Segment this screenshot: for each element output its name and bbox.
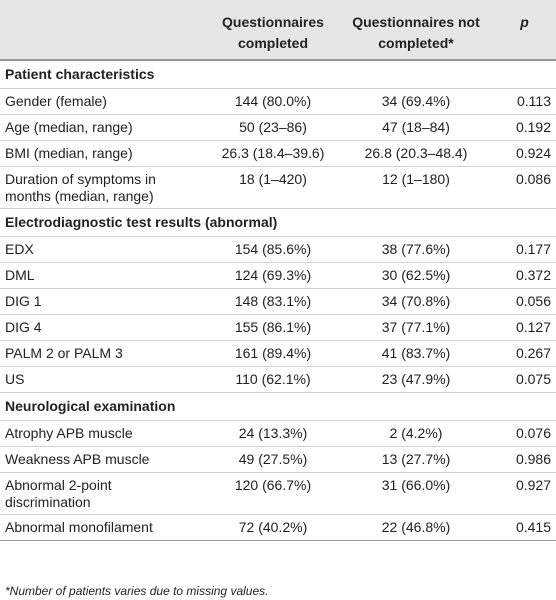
p-value: 0.192 — [493, 114, 556, 141]
row-label: DML — [0, 262, 207, 289]
table-row: US 110 (62.1%) 23 (47.9%) 0.075 — [0, 366, 556, 393]
results-table: Questionnaires completed Questionnaires … — [0, 0, 556, 541]
completed-value: 144 (80.0%) — [207, 88, 339, 115]
header-p-value: p — [493, 0, 556, 61]
table-row: Duration of symptoms in months (median, … — [0, 166, 556, 209]
p-value: 0.927 — [493, 472, 556, 515]
completed-value: 24 (13.3%) — [207, 420, 339, 447]
row-label: DIG 4 — [0, 314, 207, 341]
completed-value: 49 (27.5%) — [207, 446, 339, 473]
p-value: 0.372 — [493, 262, 556, 289]
row-label: Gender (female) — [0, 88, 207, 115]
p-value: 0.076 — [493, 420, 556, 447]
table-row: Atrophy APB muscle 24 (13.3%) 2 (4.2%) 0.07… — [0, 420, 556, 447]
p-value: 0.986 — [493, 446, 556, 473]
p-value: 0.924 — [493, 140, 556, 167]
completed-value: 155 (86.1%) — [207, 314, 339, 341]
section-header-row: Neurological examination — [0, 392, 556, 421]
section-title: Patient characteristics — [0, 60, 556, 89]
completed-value: 110 (62.1%) — [207, 366, 339, 393]
p-value: 0.267 — [493, 340, 556, 367]
table-header-row: Questionnaires completed Questionnaires … — [0, 0, 556, 61]
table-row: EDX 154 (85.6%) 38 (77.6%) 0.177 — [0, 236, 556, 263]
table-row: Age (median, range) 50 (23–86) 47 (18–84) 0… — [0, 114, 556, 141]
p-value: 0.075 — [493, 366, 556, 393]
header-completed: Questionnaires completed — [207, 0, 339, 61]
section-title: Neurological examination — [0, 392, 556, 421]
row-label: Abnormal monofilament — [0, 514, 207, 541]
p-value: 0.086 — [493, 166, 556, 209]
completed-value: 124 (69.3%) — [207, 262, 339, 289]
row-label: Atrophy APB muscle — [0, 420, 207, 447]
completed-value: 72 (40.2%) — [207, 514, 339, 541]
table-row: DIG 4 155 (86.1%) 37 (77.1%) 0.127 — [0, 314, 556, 341]
table-row: Weakness APB muscle 49 (27.5%) 13 (27.7%) 0… — [0, 446, 556, 473]
row-label: Abnormal 2-point discrimination — [0, 472, 207, 515]
table-row: Abnormal monofilament 72 (40.2%) 22 (46.8%… — [0, 514, 556, 541]
table-row: BMI (median, range) 26.3 (18.4–39.6) 26.8 … — [0, 140, 556, 167]
completed-value: 26.3 (18.4–39.6) — [207, 140, 339, 167]
completed-value: 18 (1–420) — [207, 166, 339, 209]
row-label: Age (median, range) — [0, 114, 207, 141]
p-value: 0.177 — [493, 236, 556, 263]
not-completed-value: 22 (46.8%) — [339, 514, 493, 541]
completed-value: 154 (85.6%) — [207, 236, 339, 263]
row-label: US — [0, 366, 207, 393]
not-completed-value: 13 (27.7%) — [339, 446, 493, 473]
section-header-row: Electrodiagnostic test results (abnormal… — [0, 208, 556, 237]
table-body: Patient characteristics Gender (female) 14… — [0, 60, 556, 541]
table-footnote: *Number of patients varies due to missin… — [5, 584, 269, 598]
table-row: DML 124 (69.3%) 30 (62.5%) 0.372 — [0, 262, 556, 289]
not-completed-value: 47 (18–84) — [339, 114, 493, 141]
not-completed-value: 38 (77.6%) — [339, 236, 493, 263]
p-value: 0.127 — [493, 314, 556, 341]
p-value: 0.415 — [493, 514, 556, 541]
not-completed-value: 12 (1–180) — [339, 166, 493, 209]
completed-value: 50 (23–86) — [207, 114, 339, 141]
header-blank-cell — [0, 0, 207, 61]
completed-value: 148 (83.1%) — [207, 288, 339, 315]
row-label: EDX — [0, 236, 207, 263]
table-row: DIG 1 148 (83.1%) 34 (70.8%) 0.056 — [0, 288, 556, 315]
not-completed-value: 41 (83.7%) — [339, 340, 493, 367]
not-completed-value: 31 (66.0%) — [339, 472, 493, 515]
p-value: 0.056 — [493, 288, 556, 315]
row-label: DIG 1 — [0, 288, 207, 315]
not-completed-value: 23 (47.9%) — [339, 366, 493, 393]
row-label: BMI (median, range) — [0, 140, 207, 167]
p-value: 0.113 — [493, 88, 556, 115]
table-row: Gender (female) 144 (80.0%) 34 (69.4%) 0.11… — [0, 88, 556, 115]
not-completed-value: 34 (70.8%) — [339, 288, 493, 315]
not-completed-value: 34 (69.4%) — [339, 88, 493, 115]
row-label: PALM 2 or PALM 3 — [0, 340, 207, 367]
not-completed-value: 26.8 (20.3–48.4) — [339, 140, 493, 167]
table-row: PALM 2 or PALM 3 161 (89.4%) 41 (83.7%) 0.2… — [0, 340, 556, 367]
completed-value: 120 (66.7%) — [207, 472, 339, 515]
section-title: Electrodiagnostic test results (abnormal… — [0, 208, 556, 237]
header-not-completed: Questionnaires not completed* — [339, 0, 493, 61]
section-header-row: Patient characteristics — [0, 60, 556, 89]
results-table-container: Questionnaires completed Questionnaires … — [0, 0, 556, 541]
not-completed-value: 37 (77.1%) — [339, 314, 493, 341]
row-label: Weakness APB muscle — [0, 446, 207, 473]
not-completed-value: 2 (4.2%) — [339, 420, 493, 447]
completed-value: 161 (89.4%) — [207, 340, 339, 367]
not-completed-value: 30 (62.5%) — [339, 262, 493, 289]
row-label: Duration of symptoms in months (median, … — [0, 166, 207, 209]
table-row: Abnormal 2-point discrimination 120 (66.7… — [0, 472, 556, 515]
